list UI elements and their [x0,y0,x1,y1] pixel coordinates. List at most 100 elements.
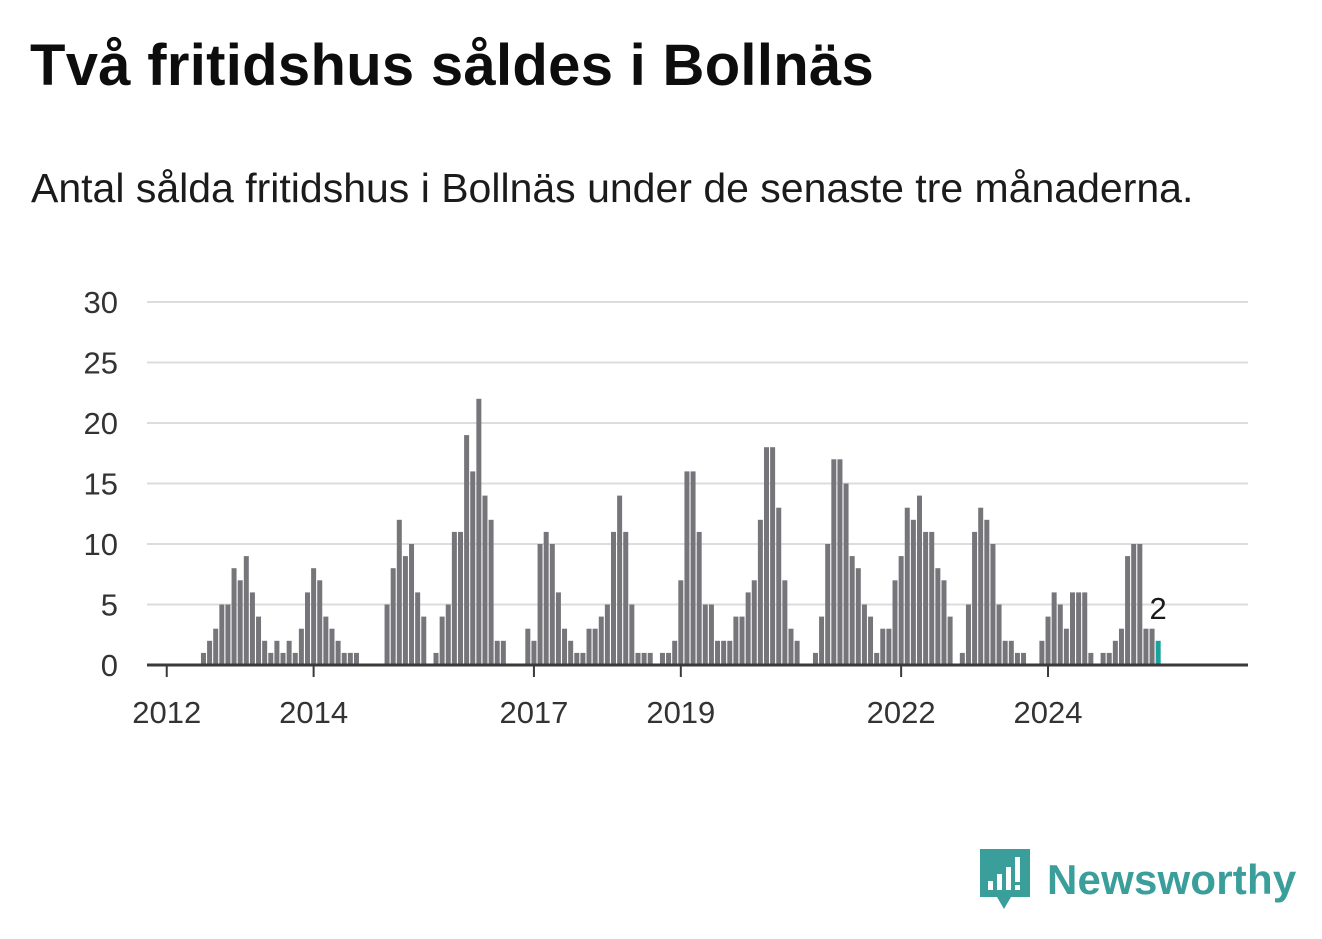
bar [433,652,439,665]
bar [819,616,825,665]
bar [721,640,727,665]
y-tick-label: 0 [101,648,118,683]
bar [286,640,292,665]
bar [990,544,996,665]
bar [880,628,886,665]
y-tick-label: 25 [84,346,118,381]
bar [549,544,555,665]
bar [568,640,574,665]
bar [868,616,874,665]
bar [659,652,665,665]
bar [298,628,304,665]
bar [904,507,910,665]
bar [757,519,763,665]
bar [782,580,788,665]
bar [1143,628,1149,665]
bar [494,640,500,665]
bar [923,531,929,665]
x-tick-label: 2022 [867,695,936,730]
bar [708,604,714,665]
bar [947,616,953,665]
bar [445,604,451,665]
bar [256,616,262,665]
bar [292,652,298,665]
bar [1057,604,1063,665]
data-label: 2 [1150,591,1167,626]
bar [396,519,402,665]
bar-highlight [1155,640,1161,665]
bar [262,640,268,665]
bar [672,640,678,665]
bar [965,604,971,665]
bar [892,580,898,665]
bar [592,628,598,665]
bar [635,652,641,665]
bar [476,398,482,665]
bar [1125,556,1131,665]
brand-name: Newsworthy [1047,856,1297,903]
bar [439,616,445,665]
chart-title: Två fritidshus såldes i Bollnäs [30,33,875,98]
bar [280,652,286,665]
bar [384,604,390,665]
bar [537,544,543,665]
x-tick-label: 2012 [132,695,201,730]
bar [213,628,219,665]
bar [1106,652,1112,665]
bar [531,640,537,665]
bar [268,652,274,665]
bar [837,459,843,665]
bar [574,652,580,665]
bar [237,580,243,665]
bar [458,531,463,665]
bar [978,507,984,665]
bar [1149,628,1155,665]
bar [770,447,776,665]
bar [1045,616,1051,665]
bar [898,556,904,665]
bar [715,640,721,665]
bar [604,604,610,665]
bar [1118,628,1124,665]
bar [580,652,586,665]
bar [647,652,653,665]
bar [849,556,855,665]
bar [776,507,782,665]
bar [200,652,206,665]
bar [488,519,494,665]
bar [825,544,831,665]
bar [249,592,255,665]
bar [323,616,329,665]
y-tick-label: 30 [84,285,118,320]
bar [500,640,506,665]
bar [402,556,408,665]
bar [855,568,861,665]
bar [1082,592,1088,665]
bar [562,628,568,665]
bar [794,640,800,665]
bar [764,447,769,665]
bar [451,531,457,665]
y-tick-label: 20 [84,406,118,441]
bar [311,568,317,665]
bar [886,628,892,665]
bar [243,556,249,665]
bar [739,616,745,665]
bar [831,459,837,665]
bar [470,471,476,665]
bar [1002,640,1008,665]
bar [874,652,880,665]
bar [1021,652,1027,665]
bar [641,652,647,665]
x-tick-label: 2017 [499,695,568,730]
bar [996,604,1002,665]
bar [972,531,978,665]
bar [617,495,623,665]
bar [1051,592,1057,665]
bar [219,604,225,665]
bar [409,544,415,665]
bar [1070,592,1075,665]
bar [843,483,849,665]
bar [421,616,427,665]
bar [347,652,353,665]
